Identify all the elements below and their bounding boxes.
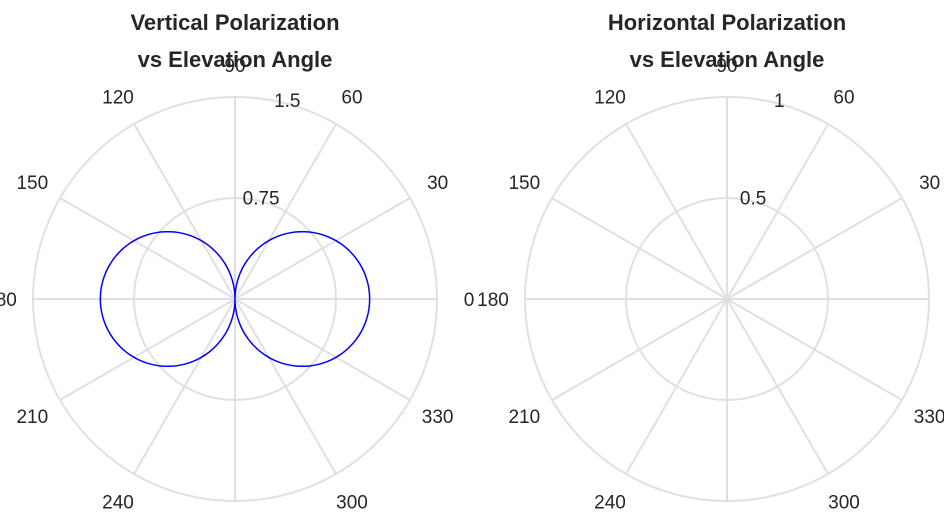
theta-tick-label: 0: [464, 290, 475, 311]
theta-tick-label: 300: [336, 493, 368, 514]
theta-tick-label: 90: [716, 56, 737, 77]
theta-tick-label: 300: [828, 493, 860, 514]
grid-spoke: [625, 123, 728, 300]
grid-spoke: [726, 123, 829, 300]
theta-tick-label: 240: [102, 493, 134, 514]
theta-tick-label: 30: [427, 173, 448, 194]
r-tick-label: 0.75: [243, 188, 280, 209]
theta-tick-label: 60: [833, 87, 854, 108]
grid-spoke: [59, 298, 236, 401]
theta-tick-label: 330: [914, 407, 944, 428]
grid-spoke: [234, 197, 411, 300]
theta-tick-label: 210: [16, 407, 48, 428]
chart-title-line-1: Horizontal Polarization: [608, 10, 846, 35]
grid-spoke: [234, 298, 337, 475]
theta-tick-label: 180: [477, 290, 509, 311]
chart-title-line-2: vs Elevation Angle: [630, 47, 825, 72]
r-tick-label: 1: [774, 91, 785, 112]
theta-tick-label: 120: [102, 87, 134, 108]
chart-title-line-1: Vertical Polarization: [130, 10, 339, 35]
series-line: [99, 230, 371, 368]
grid-spoke: [625, 298, 728, 475]
grid-spoke: [133, 123, 236, 300]
grid-spoke: [234, 123, 337, 300]
polar-grid: [32, 96, 438, 502]
theta-tick-label: 120: [594, 87, 626, 108]
grid-spoke: [551, 298, 728, 401]
theta-tick-label: 180: [0, 290, 17, 311]
theta-tick-label: 30: [919, 173, 940, 194]
polar-chart-horizontal: Horizontal Polarization vs Elevation Ang…: [477, 10, 944, 514]
theta-tick-label: 90: [224, 56, 245, 77]
grid-spoke: [726, 298, 829, 475]
theta-tick-label: 210: [508, 407, 540, 428]
grid-spoke: [133, 298, 236, 475]
theta-tick-label: 60: [341, 87, 362, 108]
polar-chart-vertical: Vertical Polarization vs Elevation Angle…: [0, 10, 475, 514]
grid-spoke: [726, 298, 903, 401]
theta-tick-label: 150: [16, 173, 48, 194]
theta-tick-label: 150: [508, 173, 540, 194]
chart-title-line-2: vs Elevation Angle: [138, 47, 333, 72]
grid-spoke: [726, 197, 903, 300]
polar-grid: [524, 96, 930, 502]
theta-tick-label: 330: [422, 407, 454, 428]
r-tick-label: 0.5: [740, 188, 766, 209]
theta-tick-label: 240: [594, 493, 626, 514]
grid-spoke: [234, 298, 411, 401]
r-tick-label: 1.5: [274, 91, 300, 112]
grid-spoke: [551, 197, 728, 300]
grid-spoke: [59, 197, 236, 300]
